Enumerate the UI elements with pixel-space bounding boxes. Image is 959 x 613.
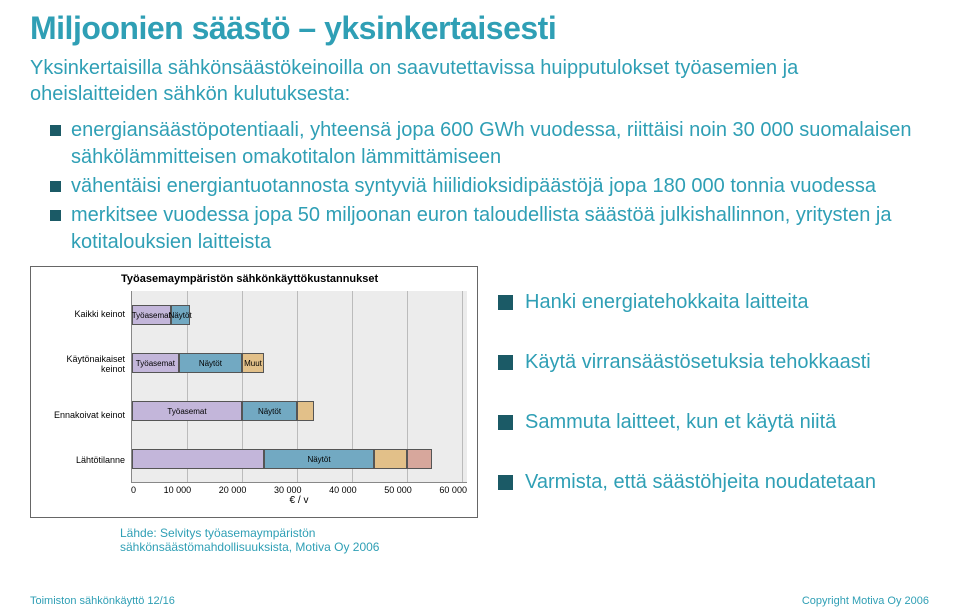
page-footer: Toimiston sähkönkäyttö 12/16 Copyright M… <box>30 595 929 607</box>
footer-left: Toimiston sähkönkäyttö 12/16 <box>30 595 175 607</box>
bullet-square-icon <box>498 355 513 370</box>
x-tick: 0 <box>131 485 136 495</box>
source-line: Lähde: Selvitys työasemaympäristön <box>120 526 315 540</box>
chart-title: Työasemaympäristön sähkönkäyttökustannuk… <box>121 273 467 285</box>
action-text: Hanki energiatehokkaita laitteita <box>525 290 809 315</box>
page-title: Miljoonien säästö – yksinkertaisesti <box>30 10 929 47</box>
y-label: Lähtötilanne <box>41 455 125 465</box>
bullet-list: energiansäästöpotentiaali, yhteensä jopa… <box>50 117 929 256</box>
bullet-square-icon <box>50 181 61 192</box>
y-label: Ennakoivat keinot <box>41 410 125 420</box>
chart-bar-segment <box>132 449 264 469</box>
bullet-square-icon <box>498 295 513 310</box>
page-subtitle: Yksinkertaisilla sähkönsäästökeinoilla o… <box>30 55 929 107</box>
bullet-square-icon <box>50 210 61 221</box>
bullet-text: energiansäästöpotentiaali, yhteensä jopa… <box>71 117 929 171</box>
chart-bar-segment <box>374 449 407 469</box>
chart-bar-segment <box>297 401 314 421</box>
action-bullet: Sammuta laitteet, kun et käytä niitä <box>498 410 929 435</box>
action-bullet: Varmista, että säästöhjeita noudatetaan <box>498 470 929 495</box>
x-tick: 20 000 <box>219 485 247 495</box>
footer-right: Copyright Motiva Oy 2006 <box>802 595 929 607</box>
action-bullet: Käytä virransäästösetuksia tehokkaasti <box>498 350 929 375</box>
x-tick: 30 000 <box>274 485 302 495</box>
chart-bar-segment: Näytöt <box>242 401 297 421</box>
chart-plot-area: TyöasematNäytötTyöasematNäytötMuutTyöase… <box>131 291 467 483</box>
action-bullet: Hanki energiatehokkaita laitteita <box>498 290 929 315</box>
bullet-item: energiansäästöpotentiaali, yhteensä jopa… <box>50 117 929 171</box>
gridline <box>462 291 463 482</box>
chart-bar-segment: Näytöt <box>171 305 190 325</box>
bullet-item: vähentäisi energiantuotannosta syntyviä … <box>50 173 929 200</box>
chart-bar-segment: Työasemat <box>132 401 242 421</box>
right-bullet-list: Hanki energiatehokkaita laitteita Käytä … <box>498 266 929 518</box>
y-label: Käytönaikaiset keinot <box>41 354 125 374</box>
source-line: sähkönsäästömahdollisuuksista, Motiva Oy… <box>120 540 379 554</box>
x-tick: 50 000 <box>384 485 412 495</box>
chart-source: Lähde: Selvitys työasemaympäristön sähkö… <box>120 526 929 555</box>
chart-x-axis: 0 10 000 20 000 30 000 40 000 50 000 60 … <box>131 485 467 495</box>
x-tick: 10 000 <box>164 485 192 495</box>
bullet-square-icon <box>50 125 61 136</box>
bullet-square-icon <box>498 415 513 430</box>
bullet-square-icon <box>498 475 513 490</box>
chart-y-labels: Kaikki keinot Käytönaikaiset keinot Enna… <box>41 291 131 483</box>
action-text: Sammuta laitteet, kun et käytä niitä <box>525 410 836 435</box>
x-tick: 40 000 <box>329 485 357 495</box>
bullet-item: merkitsee vuodessa jopa 50 miljoonan eur… <box>50 202 929 256</box>
bullet-text: merkitsee vuodessa jopa 50 miljoonan eur… <box>71 202 929 256</box>
chart-bar-segment: Työasemat <box>132 353 179 373</box>
lower-section: Työasemaympäristön sähkönkäyttökustannuk… <box>30 266 929 518</box>
chart-body: Kaikki keinot Käytönaikaiset keinot Enna… <box>41 291 467 483</box>
x-tick: 60 000 <box>439 485 467 495</box>
chart-bar-segment: Muut <box>242 353 264 373</box>
y-label: Kaikki keinot <box>41 309 125 319</box>
chart-bar-segment: Työasemat <box>132 305 171 325</box>
chart-bar-segment <box>407 449 432 469</box>
bullet-text: vähentäisi energiantuotannosta syntyviä … <box>71 173 876 200</box>
chart-bar-segment: Näytöt <box>264 449 374 469</box>
action-text: Käytä virransäästösetuksia tehokkaasti <box>525 350 871 375</box>
chart-x-unit: € / v <box>131 495 467 506</box>
cost-chart: Työasemaympäristön sähkönkäyttökustannuk… <box>30 266 478 518</box>
action-text: Varmista, että säästöhjeita noudatetaan <box>525 470 876 495</box>
chart-bar-segment: Näytöt <box>179 353 242 373</box>
